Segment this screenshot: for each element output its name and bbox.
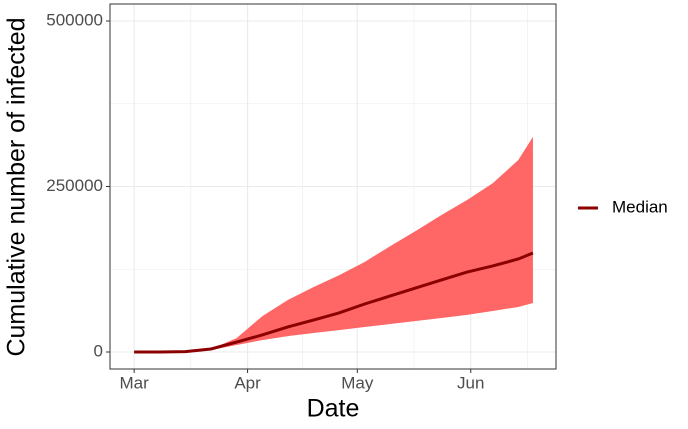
legend-label: Median — [612, 197, 668, 216]
y-tick-label: 250000 — [46, 176, 103, 195]
x-tick-label: Mar — [120, 373, 150, 392]
x-tick-label: May — [341, 373, 374, 392]
panel-border — [109, 3, 557, 370]
ribbon — [134, 136, 533, 352]
x-tick-label: Jun — [457, 373, 484, 392]
y-axis-label: Cumulative number of infected — [3, 17, 31, 356]
line — [134, 251, 534, 354]
x-tick-label: Apr — [234, 373, 261, 392]
y-tick-label: 500000 — [46, 10, 103, 29]
x-axis-label: Date — [307, 395, 360, 423]
y-tick-label: 0 — [94, 341, 103, 360]
